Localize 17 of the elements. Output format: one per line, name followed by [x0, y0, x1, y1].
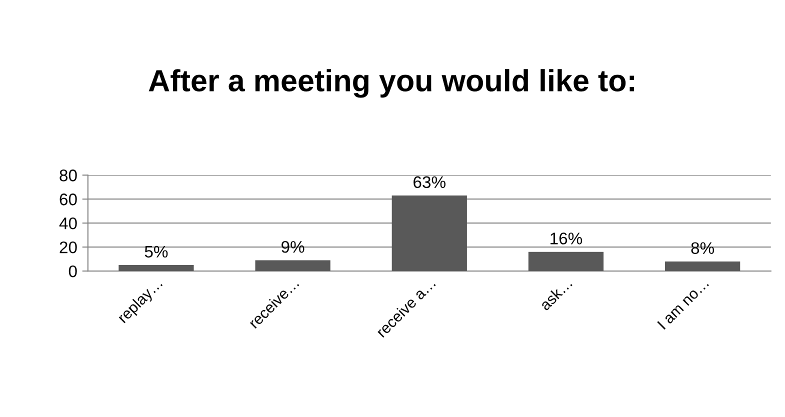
y-tick-label: 20: [60, 241, 77, 254]
data-label: 16%: [550, 232, 582, 244]
data-label: 8%: [691, 242, 714, 254]
chart-title: After a meeting you would like to:: [148, 69, 634, 98]
data-label: 63%: [414, 176, 446, 188]
bar: [528, 252, 604, 272]
bar: [392, 196, 467, 272]
y-tick-label: 40: [59, 217, 77, 230]
data-label: 9%: [282, 240, 304, 253]
x-tick-label: I am no…: [657, 278, 710, 330]
y-tick-label: 0: [68, 265, 77, 278]
y-tick-label: 60: [60, 194, 77, 206]
data-label: 5%: [144, 246, 168, 258]
bar: [255, 260, 330, 272]
y-tick-label: 80: [60, 170, 77, 182]
bar: [665, 261, 740, 272]
bar: [118, 265, 194, 272]
